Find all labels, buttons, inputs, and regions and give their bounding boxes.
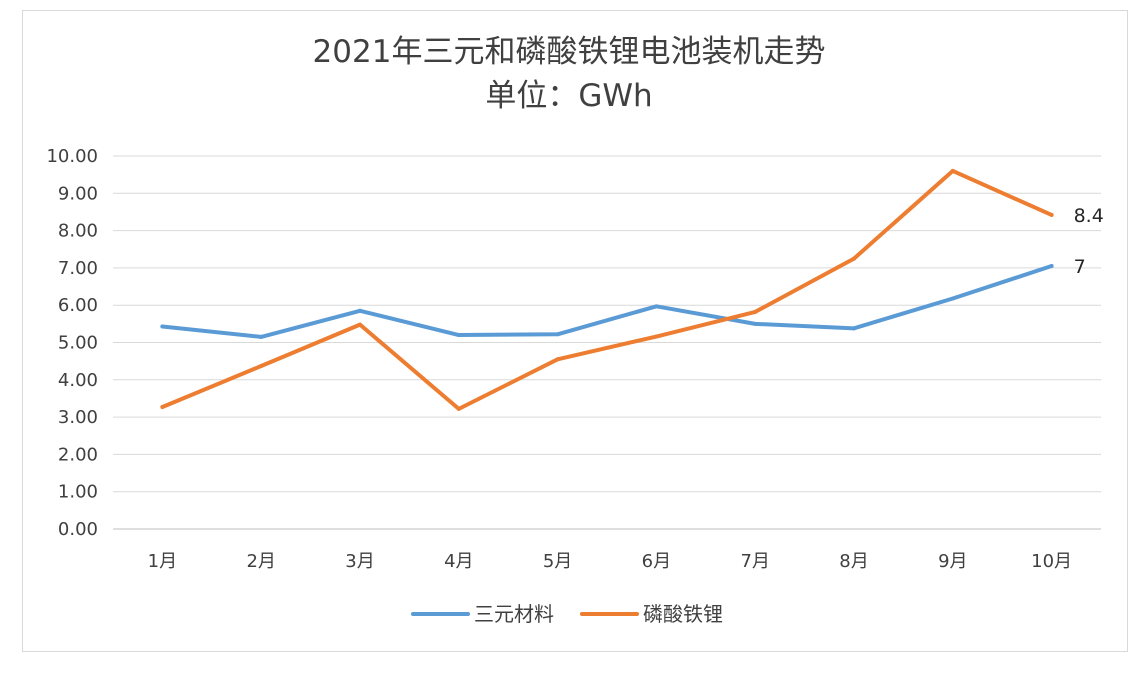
x-axis-tick-labels: 1月 2月 3月 4月 5月 6月 7月 8月 9月 10月 <box>148 551 1072 572</box>
y-tick-label: 0.00 <box>58 519 98 540</box>
x-tick-label: 3月 <box>345 551 374 572</box>
data-point <box>555 357 560 362</box>
legend: 三元材料 磷酸铁锂 <box>411 602 723 626</box>
data-point <box>160 324 165 329</box>
x-tick-label: 4月 <box>444 551 473 572</box>
y-tick-label: 3.00 <box>58 407 98 428</box>
data-point <box>259 334 264 339</box>
data-point <box>654 334 659 339</box>
y-tick-label: 4.00 <box>58 370 98 391</box>
x-tick-label: 2月 <box>246 551 275 572</box>
data-point <box>358 322 362 327</box>
data-point <box>852 256 856 261</box>
x-tick-label: 9月 <box>938 551 967 572</box>
chart-title: 2021年三元和磷酸铁锂电池装机走势 <box>312 34 826 70</box>
data-point <box>1049 212 1054 217</box>
data-point <box>456 406 461 411</box>
data-point <box>753 321 758 326</box>
x-tick-label: 5月 <box>543 551 572 572</box>
x-tick-label: 1月 <box>148 551 177 572</box>
data-point <box>852 326 856 331</box>
data-point <box>259 363 264 368</box>
y-tick-label: 10.00 <box>46 146 98 167</box>
series-line-1 <box>160 264 1054 339</box>
y-axis-tick-labels: 0.00 1.00 2.00 3.00 4.00 5.00 6.00 7.00 8.00 9.00… <box>46 146 98 540</box>
legend-label: 磷酸铁锂 <box>643 602 723 626</box>
x-tick-label: 8月 <box>839 551 868 572</box>
data-point <box>358 308 362 313</box>
y-tick-label: 8.00 <box>58 221 98 242</box>
data-point <box>160 405 165 410</box>
legend-label: 三元材料 <box>474 602 554 626</box>
chart-subtitle: 单位：GWh <box>485 78 653 114</box>
data-point <box>555 332 560 337</box>
x-tick-label: 10月 <box>1031 551 1072 572</box>
data-point <box>1049 264 1054 269</box>
data-point <box>753 309 758 314</box>
x-tick-label: 7月 <box>740 551 769 572</box>
chart-title-block: 2021年三元和磷酸铁锂电池装机走势 单位：GWh <box>0 30 1138 118</box>
end-data-label: 7 <box>1074 256 1086 278</box>
data-point <box>950 168 955 173</box>
data-point <box>456 333 461 338</box>
series-lines <box>160 168 1054 411</box>
y-tick-label: 6.00 <box>58 295 98 316</box>
data-point <box>950 296 955 301</box>
y-tick-label: 5.00 <box>58 333 98 354</box>
data-labels: 78.4 <box>1074 205 1104 278</box>
end-data-label: 8.4 <box>1074 205 1104 227</box>
series-line-2 <box>160 168 1054 411</box>
y-tick-label: 2.00 <box>58 444 98 465</box>
y-tick-label: 1.00 <box>58 482 98 503</box>
gridlines <box>113 155 1101 530</box>
y-tick-label: 7.00 <box>58 258 98 279</box>
y-tick-label: 9.00 <box>58 183 98 204</box>
x-tick-label: 6月 <box>642 551 671 572</box>
data-point <box>654 304 659 309</box>
